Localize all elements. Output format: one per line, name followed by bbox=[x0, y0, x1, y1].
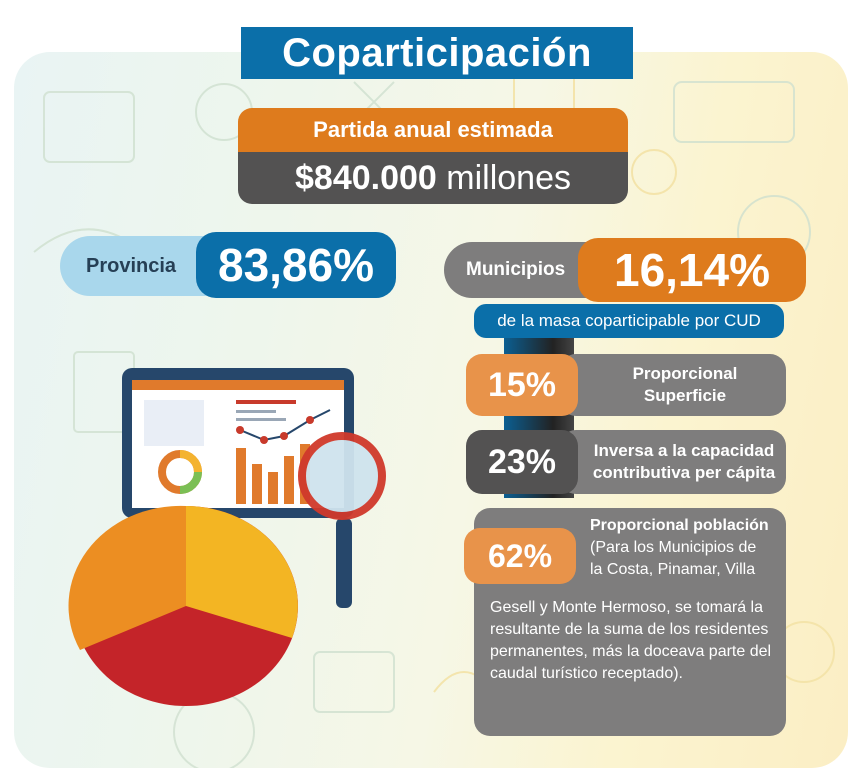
criterion-2-pct: 23% bbox=[466, 430, 578, 494]
budget-amount: $840.000 bbox=[295, 159, 437, 197]
criterion-1-box bbox=[560, 354, 786, 416]
magnifier-icon bbox=[298, 432, 386, 608]
criterion-3-pct: 62% bbox=[464, 528, 576, 584]
criterion-3-head: Proporcional población (Para los Municip… bbox=[590, 515, 785, 581]
pie-chart-icon bbox=[68, 505, 298, 706]
municipios-value: 16,14% bbox=[578, 238, 806, 302]
page-title: Coparticipación bbox=[241, 27, 633, 79]
criterion-1-line2: Superficie bbox=[643, 386, 727, 405]
municipios-label: Municipios bbox=[466, 259, 566, 280]
analytics-illustration bbox=[68, 368, 386, 706]
criterion-1-text: Proporcional Superficie bbox=[590, 363, 780, 407]
provincia-label: Provincia bbox=[86, 255, 177, 277]
budget-label: Partida anual estimada bbox=[238, 108, 628, 152]
provincia-value: 83,86% bbox=[196, 232, 396, 298]
budget-unit: millones bbox=[446, 159, 571, 197]
criterion-2-line1: Inversa a la capacidad bbox=[593, 441, 775, 460]
criterion-3-body: Gesell y Monte Hermoso, se tomará la res… bbox=[490, 599, 772, 682]
criterion-2-text: Inversa a la capacidad contributiva per … bbox=[582, 440, 786, 484]
criterion-2-box bbox=[560, 430, 786, 494]
criterion-3-title: Proporcional población bbox=[590, 517, 769, 534]
criterion-3-line1: (Para los Municipios de bbox=[590, 539, 757, 556]
budget-value: $840.000 millones bbox=[238, 152, 628, 204]
criterion-2-line2: contributiva per cápita bbox=[592, 463, 776, 482]
municipios-note: de la masa coparticipable por CUD bbox=[474, 304, 784, 338]
criterion-1-pct: 15% bbox=[466, 354, 578, 416]
criterion-3-line2: la Costa, Pinamar, Villa bbox=[590, 561, 756, 578]
criterion-1-line1: Proporcional bbox=[632, 364, 738, 383]
donut-chart-icon bbox=[158, 450, 202, 494]
